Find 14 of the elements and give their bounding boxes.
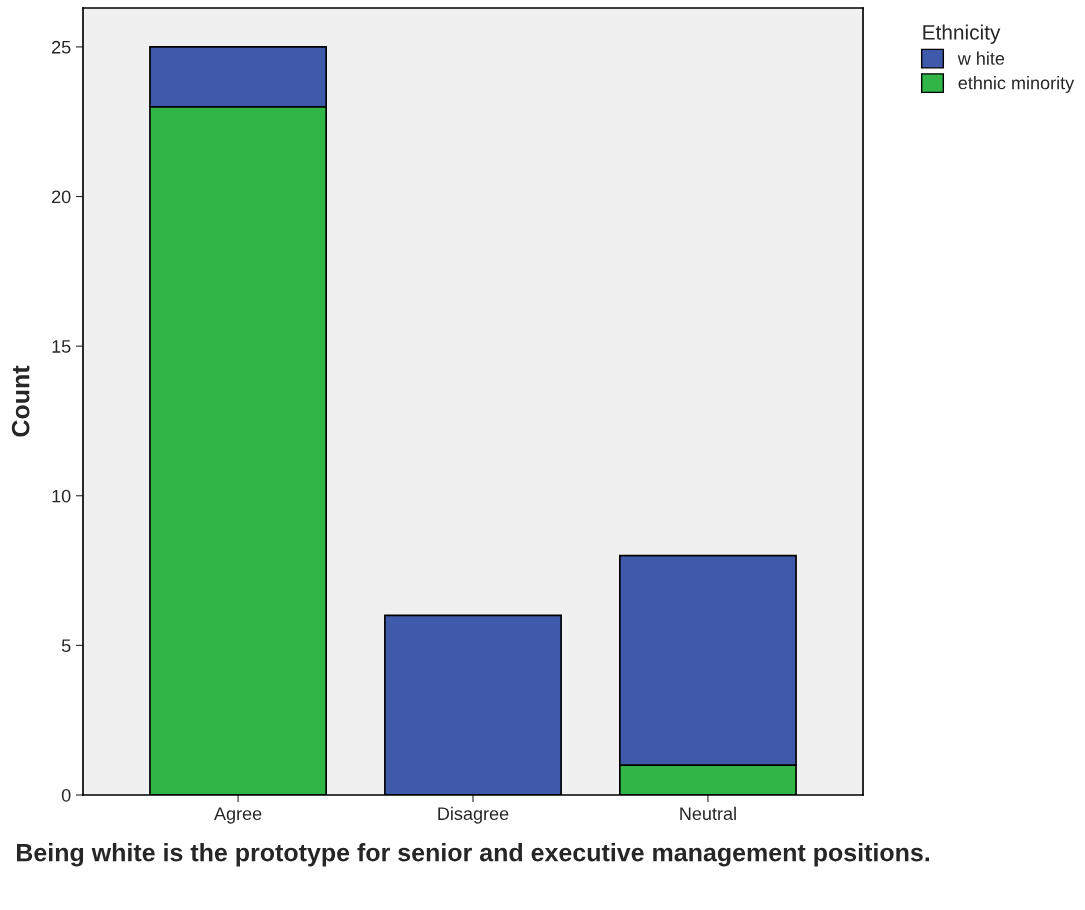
y-tick-label: 25 — [52, 40, 71, 54]
x-tick-label: Neutral — [680, 806, 736, 821]
x-axis-title: Being white is the prototype for senior and executive management positions. — [16, 843, 930, 867]
y-axis-title: Count — [11, 365, 30, 437]
y-tick-label: 5 — [61, 639, 71, 653]
x-tick-label: Agree — [214, 807, 262, 824]
y-tick-label: 10 — [52, 489, 71, 503]
x-tick-label: Disagree — [438, 806, 509, 824]
y-tick-label: 20 — [52, 190, 71, 204]
legend-label: ethnic minority — [958, 76, 1075, 93]
y-tick-label: 0 — [61, 788, 71, 802]
legend-label: w hite — [957, 51, 1005, 65]
y-tick-label: 15 — [52, 340, 71, 353]
legend-title: Ethnicity — [923, 24, 1001, 44]
